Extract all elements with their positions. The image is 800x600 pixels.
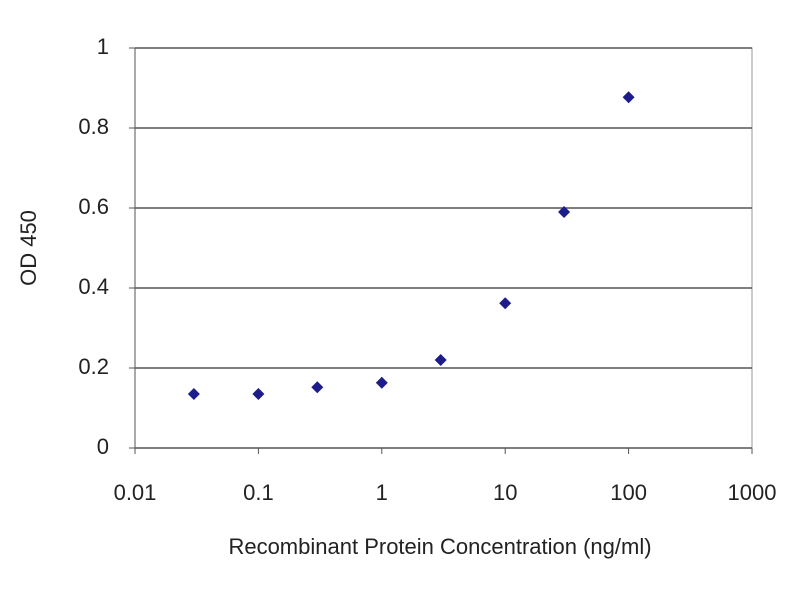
data-point [375, 376, 388, 389]
data-point [558, 206, 571, 218]
y-tick-label: 0 [97, 434, 109, 459]
data-point [622, 91, 635, 104]
x-tick-label: 1000 [728, 480, 777, 505]
y-tick-label: 0.4 [78, 274, 109, 299]
data-point [311, 381, 324, 394]
y-tick-label: 0.2 [78, 354, 109, 379]
y-tick-label: 0.8 [78, 114, 109, 139]
data-point [252, 388, 265, 400]
x-tick-label: 0.1 [243, 480, 274, 505]
x-tick-label: 100 [610, 480, 647, 505]
data-point [434, 354, 447, 366]
x-tick-label: 1 [376, 480, 388, 505]
data-point [499, 297, 512, 310]
x-tick-label: 0.01 [114, 480, 157, 505]
y-tick-label: 0.6 [78, 194, 109, 219]
y-axis-title: OD 450 [16, 210, 41, 286]
plot-frame [134, 47, 753, 449]
y-tick-label: 1 [97, 34, 109, 59]
x-tick-label: 10 [493, 480, 517, 505]
x-axis-title: Recombinant Protein Concentration (ng/ml… [228, 534, 651, 559]
data-point [187, 388, 200, 400]
